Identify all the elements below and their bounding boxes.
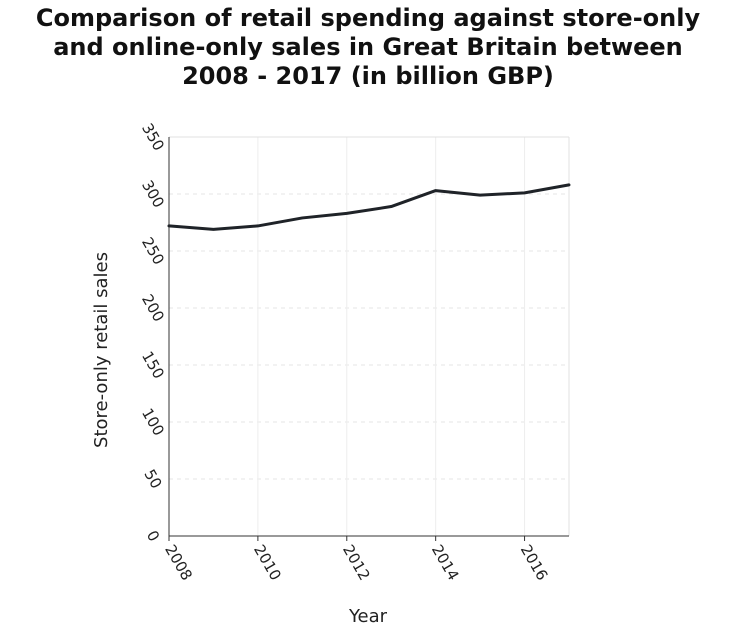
series-layer <box>169 185 569 229</box>
y-tick-label: 200 <box>138 291 168 325</box>
grid <box>169 137 569 536</box>
series-line <box>169 185 569 229</box>
y-tick-label: 0 <box>143 527 163 544</box>
y-tick-label: 100 <box>138 405 168 439</box>
y-tick-label: 350 <box>138 120 168 154</box>
x-tick-label: 2010 <box>250 542 285 584</box>
x-tick-label: 2016 <box>517 542 552 584</box>
x-tick-label: 2014 <box>428 542 463 584</box>
x-tick-label: 2008 <box>161 542 196 584</box>
y-tick-label: 50 <box>140 466 165 492</box>
y-axis-label: Store-only retail sales <box>91 252 112 448</box>
axes <box>169 137 569 541</box>
tick-labels: 0 50 100 150 200 250 300 350 2008 2010 2012 2014 201… <box>138 120 551 583</box>
y-tick-label: 300 <box>138 177 168 211</box>
y-tick-label: 250 <box>138 234 168 268</box>
x-tick-label: 2012 <box>339 542 374 584</box>
x-axis-label: Year <box>348 606 388 627</box>
y-tick-label: 150 <box>138 348 168 382</box>
